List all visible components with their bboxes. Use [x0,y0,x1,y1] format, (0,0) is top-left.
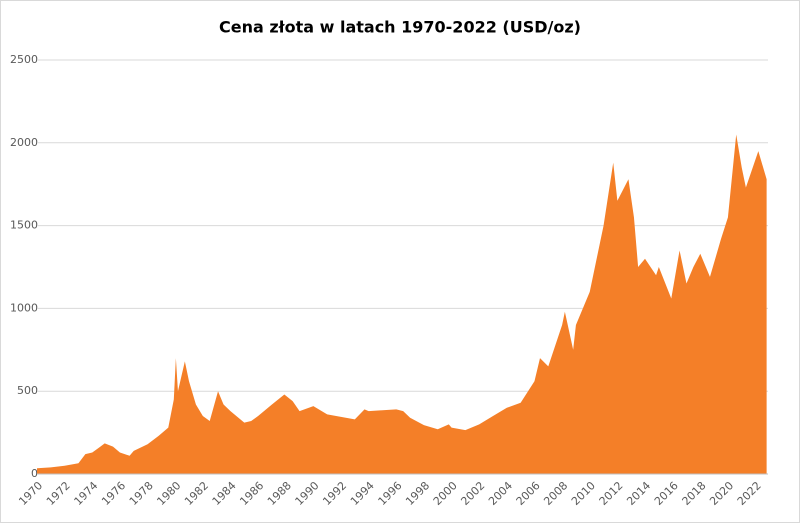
chart-title: Cena złota w latach 1970-2022 (USD/oz) [219,18,581,37]
y-tick-label: 0 [31,467,38,480]
y-tick-label: 1500 [10,219,38,232]
area [37,134,767,474]
y-tick-label: 500 [17,384,38,397]
y-tick-label: 2500 [10,53,38,66]
y-tick-label: 1000 [10,301,38,314]
y-tick-label: 2000 [10,136,38,149]
